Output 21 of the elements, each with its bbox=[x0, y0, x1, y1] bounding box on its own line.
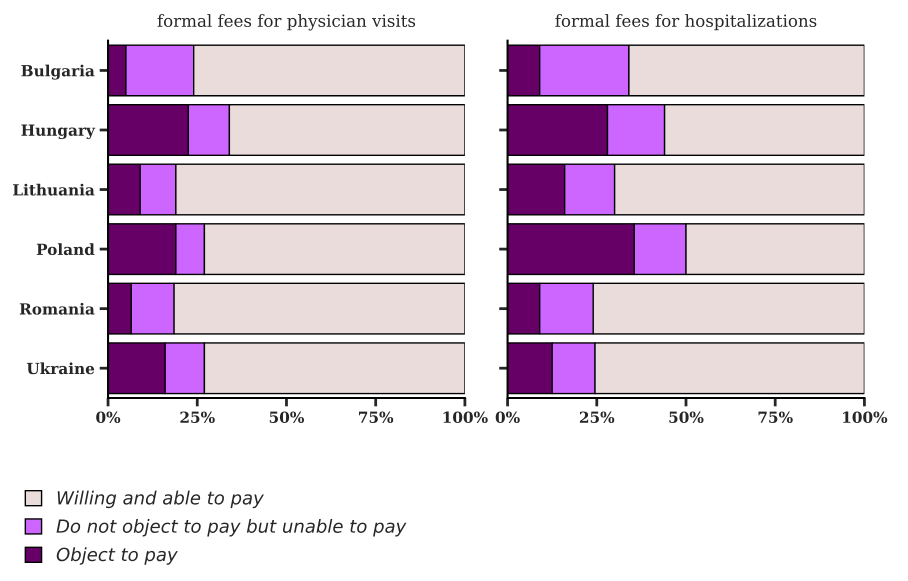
x-tick-label: 75% bbox=[758, 411, 793, 424]
y-tick-label: Poland bbox=[36, 243, 94, 256]
x-tick-label: 25% bbox=[180, 411, 215, 424]
legend-label: Object to pay bbox=[56, 547, 178, 565]
x-tick-label: 25% bbox=[580, 411, 614, 424]
y-tick-label: Hungary bbox=[21, 124, 96, 140]
x-tick-label: 75% bbox=[359, 411, 394, 424]
x-tick-label: 50% bbox=[270, 411, 304, 424]
legend-label: Do not object to pay but unable to pay bbox=[56, 518, 406, 536]
y-tick-label: Bulgaria bbox=[21, 64, 95, 80]
y-tick-label: Ukraine bbox=[26, 362, 94, 374]
x-tick-label: 50% bbox=[669, 411, 704, 424]
x-tick-label: 0% bbox=[96, 411, 120, 424]
chart-title: formal fees for hospitalizations bbox=[555, 14, 816, 30]
x-tick-label: 100% bbox=[843, 411, 888, 424]
x-tick-label: 0% bbox=[496, 411, 520, 424]
legend-label: Willing and able to pay bbox=[58, 490, 264, 508]
y-tick-label: Romania bbox=[20, 302, 95, 315]
chart-title: formal fees for physician visits bbox=[158, 14, 416, 30]
y-tick-label: Lithuania bbox=[13, 184, 95, 196]
x-tick-label: 100% bbox=[444, 411, 488, 424]
